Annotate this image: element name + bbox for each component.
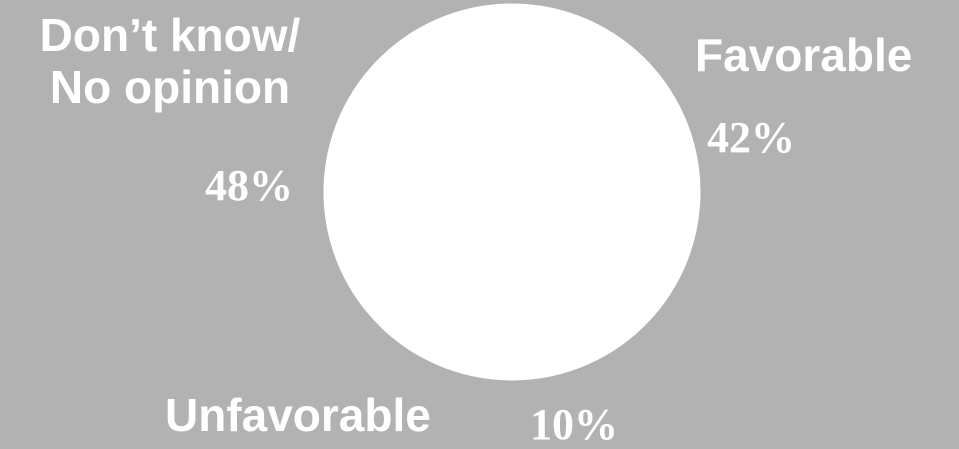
slice-unfavorable [487,190,604,381]
slice-label-unfavorable: Unfavorable [165,389,431,441]
slice-label-dont-know: Don’t know/ No opinion [39,9,301,113]
slice-label-favorable: Favorable [695,29,913,81]
slice-favorable [511,3,701,358]
slice-dont-know [323,3,513,380]
slice-value-favorable: 42% [707,113,795,162]
slice-value-unfavorable: 10% [530,400,618,449]
slice-value-dont-know: 48% [205,161,293,210]
